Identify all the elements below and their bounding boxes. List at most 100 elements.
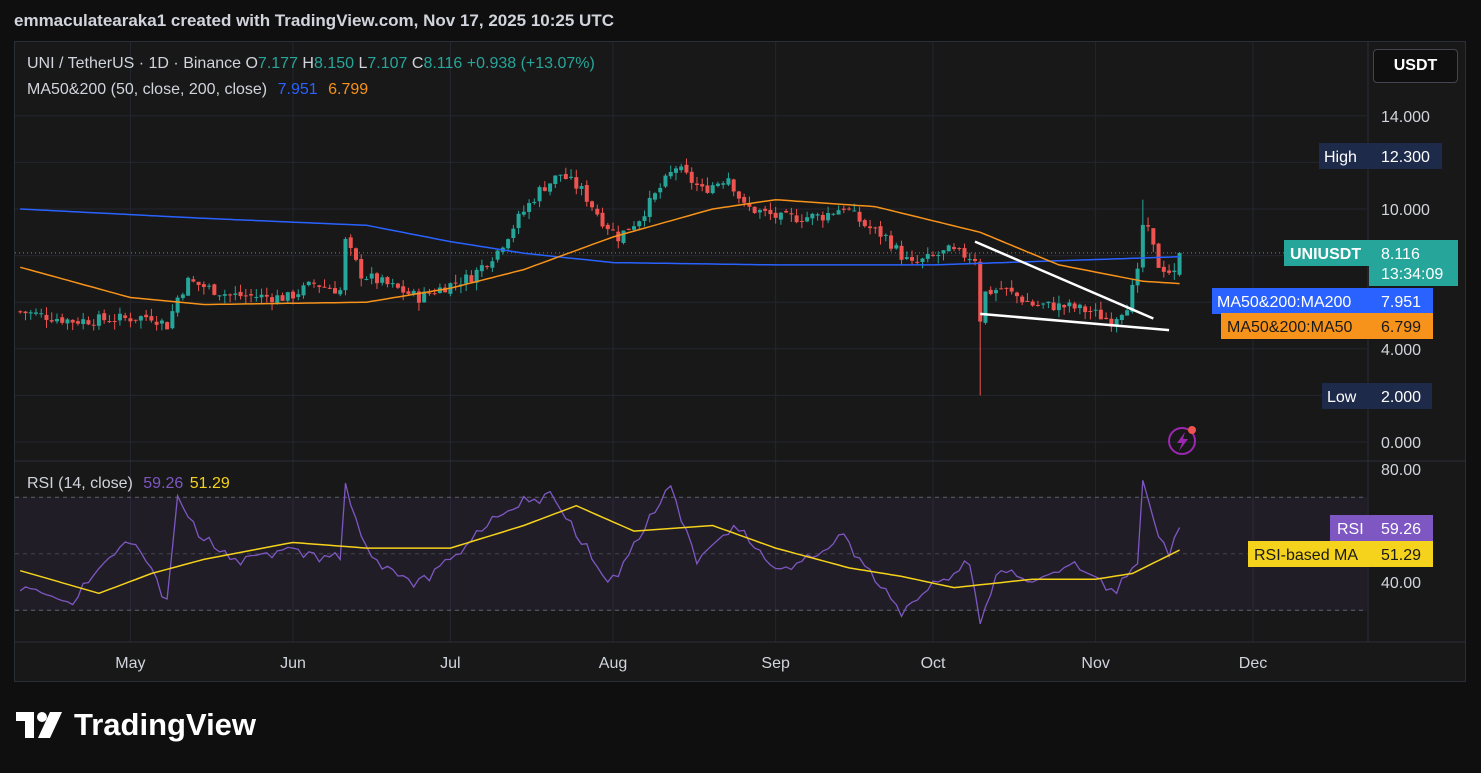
candle-body [1072,303,1077,309]
candle-body [86,320,91,325]
candle-body [784,211,789,213]
candle-body [1151,228,1156,245]
candle-body [1056,303,1061,311]
candle-body [862,220,867,227]
candle-body [637,221,642,227]
candle-body [595,208,600,215]
rsi-tick-label: 80.00 [1381,462,1421,479]
candle-body [736,191,741,199]
candle-body [668,172,673,177]
candle-body [416,291,421,303]
price-axis-ticks: 14.000 10.000 4.000 0.000 [1381,109,1430,452]
candle-body [70,319,75,323]
candle-body [422,291,427,303]
candle-body [191,279,196,282]
candle-body [815,214,820,216]
rsi-legend[interactable]: RSI (14, close) 59.26 51.29 [27,475,230,493]
candle-body [196,281,201,285]
candle-body [1146,225,1151,227]
candle-body [527,202,532,212]
candle-body [369,273,374,279]
ma50-line [20,198,1180,306]
candle-body [1109,318,1114,327]
rsi-tick-label: 40.00 [1381,575,1421,592]
falling-wedge-drawing[interactable] [974,240,1170,332]
candle-body [705,185,710,193]
time-axis-ticks: May Jun Jul Aug Sep Oct Nov Dec [115,655,1267,672]
candle-body [616,231,621,242]
candle-body [605,224,610,230]
candle-body [684,164,689,173]
candle-body [763,208,768,211]
candle-body [1140,224,1145,268]
candle-body [117,313,122,321]
svg-text:59.26: 59.26 [1381,521,1421,538]
candle-body [306,281,311,286]
candle-body [936,255,941,257]
candle-body [852,210,857,212]
candle-body [558,174,563,176]
candle-body [322,286,327,288]
candle-body [857,211,862,222]
candle-body [238,291,243,297]
candle-body [285,292,290,301]
open-value: 7.177 [257,55,298,72]
candle-body [453,282,458,284]
candle-body [611,229,616,231]
svg-text:UNIUSDT: UNIUSDT [1290,246,1361,263]
candle-body [742,196,747,203]
price-tick-label: 14.000 [1381,109,1430,126]
candle-body [679,166,684,171]
time-tick-label: Jun [280,655,306,672]
currency-button[interactable]: USDT [1373,49,1458,83]
candle-body [826,213,831,221]
candle-body [485,266,490,268]
candle-body [951,247,956,249]
tradingview-logo[interactable]: TradingView [16,707,256,743]
candle-body [406,291,411,294]
candle-body [102,313,107,321]
candle-body [395,283,400,288]
candle-body [275,295,280,304]
candle-body [1098,309,1103,320]
rsi-band-lines [15,496,1367,611]
candles [18,158,1182,396]
wedge-upper-line [974,240,1154,320]
time-tick-label: Oct [921,655,946,672]
rsi-tag: RSI 59.26 [1330,515,1433,541]
candle-body [1030,301,1035,306]
low-value: 7.107 [367,55,408,72]
candle-body [144,314,149,318]
candle-body [374,273,379,284]
symbol-price-tag: UNIUSDT 8.116 13:34:09 [1284,240,1458,286]
candle-body [39,313,44,315]
candle-body [847,208,852,210]
ma-legend-value-1: 7.951 [277,81,318,98]
candle-body [1177,252,1182,275]
candle-body [988,289,993,294]
symbol-legend[interactable]: UNI / TetherUS · 1D · Binance O7.177 H8.… [27,55,595,73]
candle-body [569,176,574,178]
candle-body [495,250,500,260]
candle-body [946,245,951,252]
candle-body [443,287,448,293]
candle-body [553,175,558,185]
candle-body [317,285,322,287]
ma-legend[interactable]: MA50&200 (50, close, 200, close) 7.951 6… [27,81,368,99]
svg-text:MA50&200:MA50: MA50&200:MA50 [1227,319,1353,336]
lightning-icon[interactable] [1168,426,1196,455]
candle-body [878,226,883,237]
candle-body [626,228,631,231]
candle-body [999,288,1004,290]
candle-body [889,235,894,249]
candle-body [359,259,364,279]
candle-body [537,187,542,202]
candle-body [810,213,815,219]
candle-body [511,228,516,239]
candle-body [301,285,306,296]
candle-body [957,248,962,250]
symbol-title: UNI / TetherUS · 1D · Binance [27,55,242,72]
candle-body [348,237,353,248]
candle-body [353,248,358,260]
